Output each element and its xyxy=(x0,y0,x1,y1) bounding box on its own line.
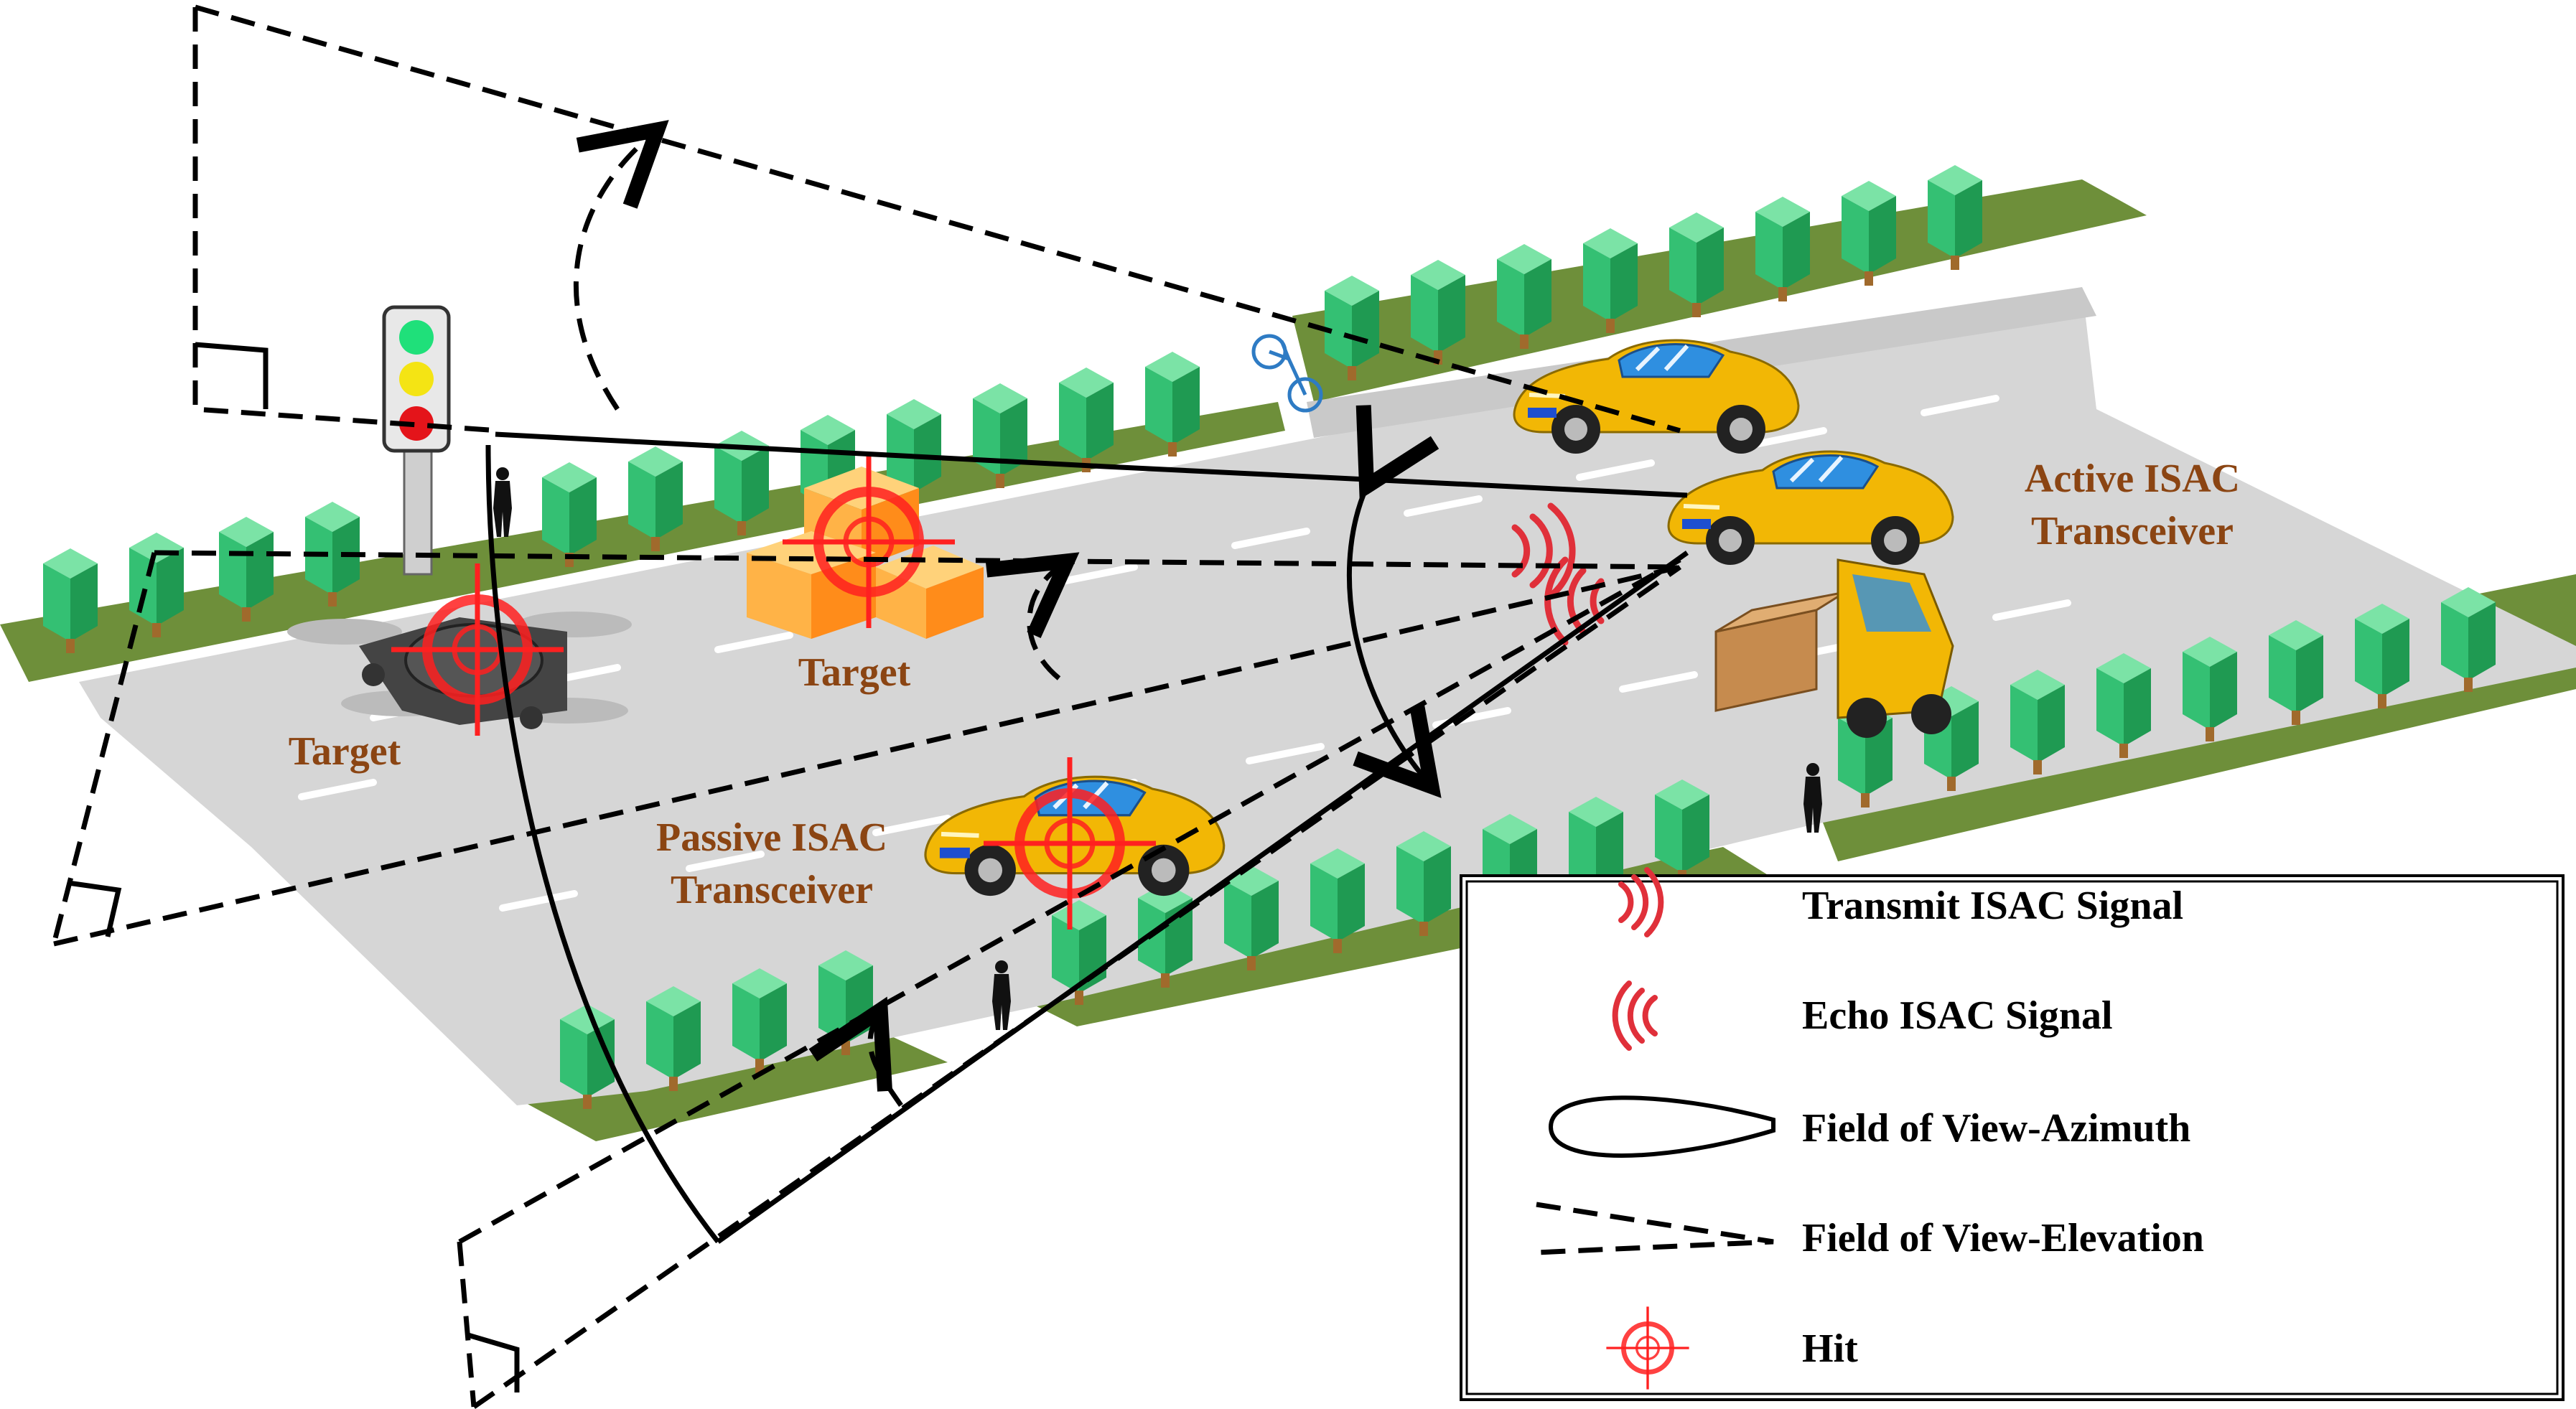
fov-elevation-lines xyxy=(51,4,1682,1409)
traffic-light-red xyxy=(399,406,434,441)
azimuth-lobe-icon xyxy=(1548,1095,1775,1158)
legend: Transmit ISAC Signal Echo ISAC Signal Fi… xyxy=(1460,867,2565,1401)
forklift-icon xyxy=(1714,558,1954,738)
transmit-signal-icon-scene xyxy=(1511,502,1576,599)
echo-signal-icon xyxy=(1612,980,1658,1051)
transmit-signal-icon xyxy=(1618,867,1664,937)
label-active-transceiver-2: Transceiver xyxy=(2031,509,2234,553)
traffic-light-yellow xyxy=(399,362,434,396)
label-passive-transceiver-2: Transceiver xyxy=(671,868,873,912)
elevation-wedge-icon xyxy=(1536,1202,1774,1255)
traffic-light xyxy=(382,305,451,576)
label-passive-transceiver-1: Passive ISAC xyxy=(656,815,887,860)
legend-label-hit: Hit xyxy=(1802,1326,1858,1371)
legend-label-transmit: Transmit ISAC Signal xyxy=(1802,884,2183,928)
legend-label-echo: Echo ISAC Signal xyxy=(1802,993,2113,1038)
fov-right-angle-marks xyxy=(67,342,520,1392)
grass-strip-top-left xyxy=(0,402,1285,682)
legend-label-elevation: Field of View-Elevation xyxy=(1802,1216,2204,1260)
legend-label-azimuth: Field of View-Azimuth xyxy=(1802,1106,2190,1151)
bicycle-icon xyxy=(1251,334,1323,413)
traffic-light-green xyxy=(399,320,434,355)
label-active-transceiver-1: Active ISAC xyxy=(2025,457,2240,501)
label-target-drone: Target xyxy=(289,729,401,774)
label-target-box: Target xyxy=(798,650,911,695)
road xyxy=(79,287,2576,1105)
